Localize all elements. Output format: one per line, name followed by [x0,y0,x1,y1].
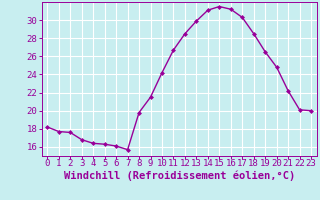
X-axis label: Windchill (Refroidissement éolien,°C): Windchill (Refroidissement éolien,°C) [64,171,295,181]
